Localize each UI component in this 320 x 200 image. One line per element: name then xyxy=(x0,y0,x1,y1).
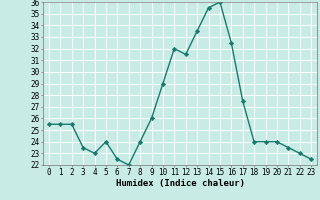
X-axis label: Humidex (Indice chaleur): Humidex (Indice chaleur) xyxy=(116,179,244,188)
